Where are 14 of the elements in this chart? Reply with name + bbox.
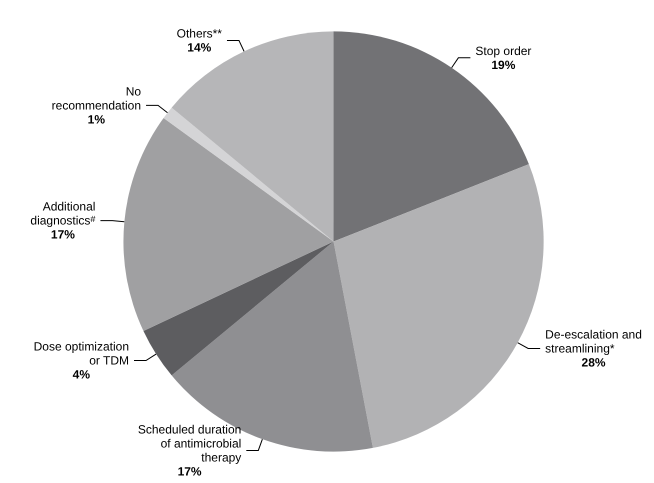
data-label: 17% [50,228,76,242]
slice-label: Dose optimization or TDM [34,340,130,368]
slice-label: No recommendation [52,84,142,112]
data-label: 28% [582,356,606,370]
data-label: 17% [178,464,202,478]
slice-label: Stop order [475,44,532,58]
slice-label: Additional diagnostics# [30,200,96,228]
slice-label: De-escalation and streamlining* [545,328,642,356]
slice-label: Scheduled duration of antimicrobial therapy [138,422,242,464]
data-label: 1% [88,112,106,126]
data-label: 14% [187,40,212,55]
data-label: 19% [491,58,516,72]
data-label: 4% [72,368,90,382]
slice-label: Others** [176,26,222,41]
